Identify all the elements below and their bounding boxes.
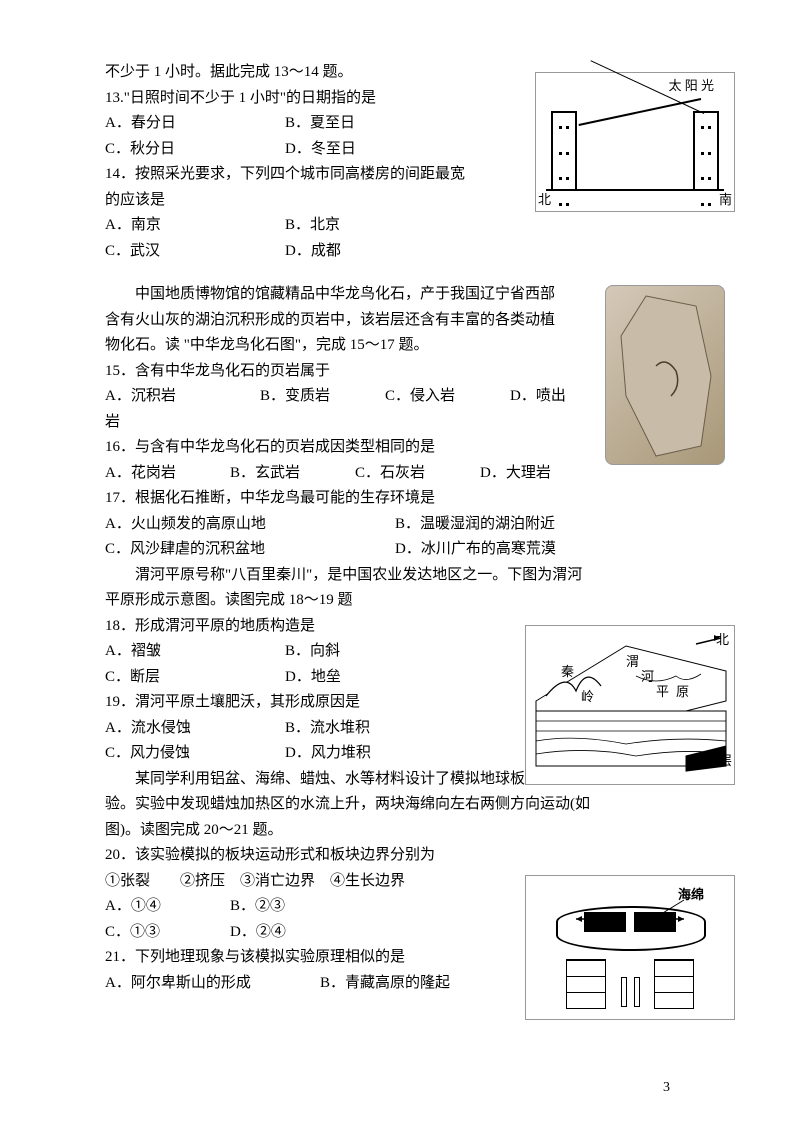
south-label: 南 [719,189,732,211]
q17-opt-b: B．温暖湿润的湖泊附近 [395,512,555,538]
q17-stem: 17．根据化石推断，中华龙鸟最可能的生存环境是 [105,486,695,512]
passage3-l1: 渭河平原号称"八百里秦川"，是中国农业发达地区之一。下图为渭河 [105,563,695,589]
q20-opt-c: C．①③ [105,920,230,946]
q14-options-2: C．武汉 D．成都 [105,239,695,265]
q15-opt-d: D．喷出 [510,384,590,410]
q17-options-2: C．风沙肆虐的沉积盆地 D．冰川广布的高寒荒漠 [105,537,695,563]
q13-opt-b: B．夏至日 [285,111,465,137]
q19-opt-a: A．流水侵蚀 [105,716,285,742]
figure-experiment-diagram: 海绵 [525,875,735,1020]
plain-qin: 秦 [561,661,574,683]
q21-opt-b: B．青藏高原的隆起 [320,971,450,997]
q14-opt-b: B．北京 [285,213,465,239]
q14-stem: 14．按照采光要求，下列四个城市同高楼房的间距最宽的应该是 [105,162,465,213]
q17-opt-a: A．火山频发的高原山地 [105,512,395,538]
q18-opt-c: C．断层 [105,665,285,691]
plain-ling: 岭 [581,686,594,708]
plain-yuan: 原 [676,681,689,703]
passage4-l2: 验。实验中发现蜡烛加热区的水流上升，两块海绵向左右两侧方向运动(如 [105,792,695,818]
north-label: 北 [538,189,551,211]
q19-opt-c: C．风力侵蚀 [105,741,285,767]
q16-opt-c: C．石灰岩 [355,461,480,487]
q14-options-1: A．南京 B．北京 [105,213,695,239]
q15-opt-b: B．变质岩 [260,384,385,410]
q16-opt-d: D．大理岩 [480,461,605,487]
plain-ping: 平 [656,681,669,703]
q20-opt-a: A．①④ [105,894,230,920]
plain-wei: 渭 [626,651,639,673]
q17-opt-c: C．风沙肆虐的沉积盆地 [105,537,395,563]
q18-opt-d: D．地垒 [285,665,465,691]
figure-sunlight-diagram: 太 阳 光 北 南 [535,72,735,212]
q19-opt-b: B．流水堆积 [285,716,465,742]
plain-he: 河 [641,666,654,688]
q16-opt-b: B．玄武岩 [230,461,355,487]
passage3-l2: 平原形成示意图。读图完成 18～19 题 [105,588,695,614]
q15-opt-c: C．侵入岩 [385,384,510,410]
q18-opt-a: A．褶皱 [105,639,285,665]
q13-opt-d: D．冬至日 [285,137,465,163]
q20-opt-b: B．②③ [230,894,355,920]
q14-opt-c: C．武汉 [105,239,285,265]
q13-opt-a: A．春分日 [105,111,285,137]
q16-opt-a: A．花岗岩 [105,461,230,487]
passage4-l3: 图)。读图完成 20～21 题。 [105,818,695,844]
q14-opt-a: A．南京 [105,213,285,239]
plain-deposit: 沉积层 [693,750,732,772]
q18-opt-b: B．向斜 [285,639,465,665]
q15-opt-a: A．沉积岩 [105,384,260,410]
sunlight-label: 太 阳 光 [668,75,714,97]
q20-stem: 20．该实验模拟的板块运动形式和板块边界分别为 [105,843,695,869]
q13-opt-c: C．秋分日 [105,137,285,163]
q17-opt-d: D．冰川广布的高寒荒漠 [395,537,556,563]
page-number: 3 [663,1076,670,1100]
plain-north: 北 [716,629,729,651]
q21-opt-a: A．阿尔卑斯山的形成 [105,971,320,997]
figure-weihe-plain-diagram: 北 秦 岭 渭 河 平 原 沉积层 [525,625,735,785]
document-page: 不少于 1 小时。据此完成 13～14 题。 13."日照时间不少于 1 小时"… [105,60,695,996]
q17-options-1: A．火山频发的高原山地 B．温暖湿润的湖泊附近 [105,512,695,538]
q20-opt-d: D．②④ [230,920,355,946]
q14-opt-d: D．成都 [285,239,465,265]
q19-opt-d: D．风力堆积 [285,741,465,767]
figure-fossil-image [605,285,725,465]
